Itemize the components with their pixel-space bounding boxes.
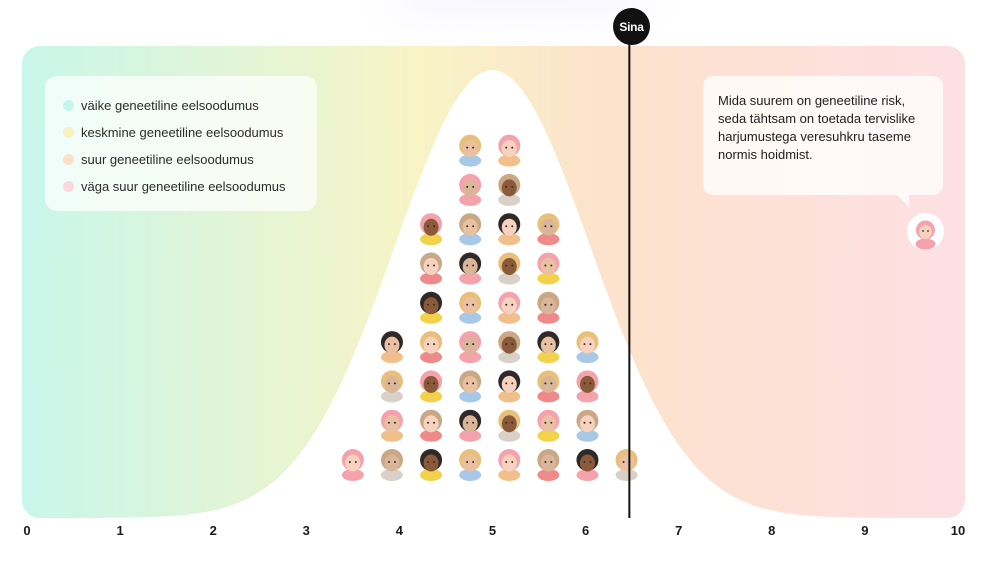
avatar [341,449,364,481]
avatar [459,134,482,167]
legend-label-high: suur geneetiline eelsoodumus [81,152,254,167]
x-tick-label: 10 [951,523,965,538]
avatar [459,370,482,403]
avatar [498,370,521,403]
x-tick-label: 8 [768,523,775,538]
legend-label-medium: keskmine geneetiline eelsoodumus [81,125,284,140]
avatar [615,449,638,481]
avatar [498,134,521,167]
bell-curve [27,70,958,518]
legend-swatch-very-high [63,181,74,192]
avatar [537,213,560,246]
you-avatar [907,213,944,250]
avatar [420,213,443,246]
avatar [537,331,560,364]
x-tick-label: 1 [116,523,123,538]
x-tick-label: 6 [582,523,589,538]
avatar [537,449,560,481]
avatar [380,449,403,481]
avatar [537,291,560,324]
avatar [498,252,521,285]
x-tick-label: 4 [396,523,404,538]
avatar [576,370,599,403]
avatar [576,409,599,442]
avatar-dots [341,134,638,481]
legend-item-high: suur geneetiline eelsoodumus [63,146,317,173]
x-axis: 0 1 2 3 4 5 6 7 8 9 10 [23,523,965,538]
legend-item-very-high: väga suur geneetiline eelsoodumus [63,173,317,200]
avatar [420,252,443,285]
avatar [380,331,403,364]
legend-swatch-high [63,154,74,165]
legend-label-very-high: väga suur geneetiline eelsoodumus [81,179,286,194]
x-tick-label: 5 [489,523,496,538]
legend: väike geneetiline eelsoodumus keskmine g… [45,76,317,211]
avatar [459,331,482,364]
x-tick-label: 3 [303,523,310,538]
avatar [537,252,560,285]
avatar [459,252,482,285]
avatar [576,449,599,481]
avatar [420,331,443,364]
avatar [420,291,443,324]
top-glow [380,0,660,50]
avatar [380,409,403,442]
avatar [498,449,521,481]
avatar [420,449,443,481]
avatar [459,291,482,324]
legend-swatch-low [63,100,74,111]
avatar [459,213,482,246]
legend-label-low: väike geneetiline eelsoodumus [81,98,259,113]
you-marker-badge: Sina [613,8,650,45]
avatar [459,409,482,442]
you-avatar-icon [907,213,944,250]
info-callout-tail [896,194,909,207]
avatar [498,173,521,206]
avatar [537,409,560,442]
avatar [420,370,443,403]
you-marker-label: Sina [619,19,644,34]
avatar [498,291,521,324]
avatar [537,370,560,403]
x-tick-label: 9 [861,523,868,538]
info-callout: Mida suurem on geneetiline risk, seda tä… [703,76,943,195]
x-tick-label: 0 [23,523,30,538]
avatar [498,331,521,364]
legend-item-low: väike geneetiline eelsoodumus [63,92,317,119]
legend-item-medium: keskmine geneetiline eelsoodumus [63,119,317,146]
avatar [459,173,482,206]
avatar [420,409,443,442]
x-tick-label: 2 [210,523,217,538]
info-callout-text: Mida suurem on geneetiline risk, seda tä… [718,93,916,162]
avatar [380,370,403,403]
legend-swatch-medium [63,127,74,138]
avatar [498,213,521,246]
x-tick-label: 7 [675,523,682,538]
avatar [498,409,521,442]
avatar [576,331,599,364]
avatar [459,449,482,481]
